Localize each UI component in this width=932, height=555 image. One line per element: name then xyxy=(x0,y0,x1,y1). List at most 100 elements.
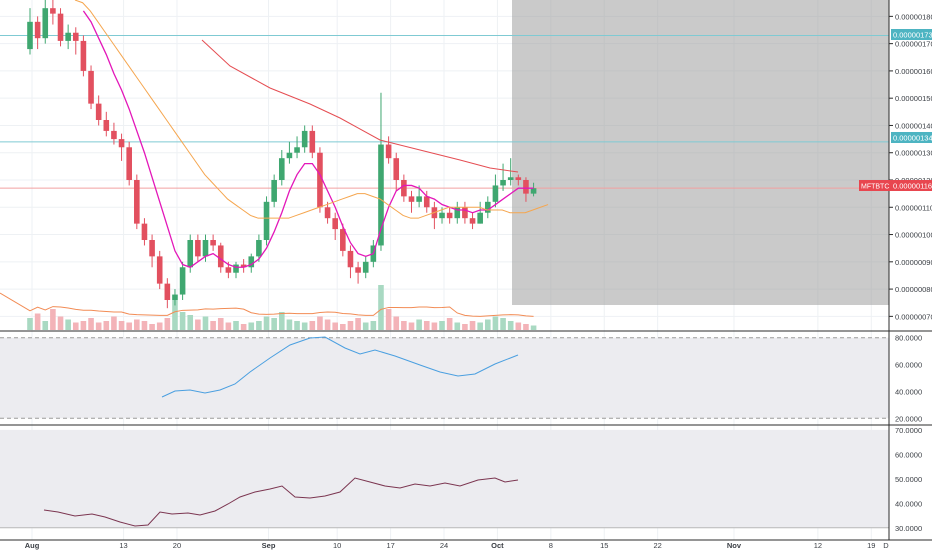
volume-bar-59 xyxy=(477,322,483,330)
level-tag-1: 0.00000173 xyxy=(893,31,932,40)
volume-bar-39 xyxy=(324,319,331,330)
candle-body-62 xyxy=(500,180,506,186)
candle-body-37 xyxy=(309,130,316,153)
candle-body-22 xyxy=(195,240,201,257)
rsi-tick-3: 20.0000 xyxy=(895,414,922,423)
volume-bar-44 xyxy=(362,322,369,330)
volume-bar-46 xyxy=(378,285,384,330)
price-tick-9: 0.00000090 xyxy=(895,258,932,267)
price-tick-11: 0.00000070 xyxy=(895,312,932,321)
moving-averages xyxy=(74,0,549,268)
candle-body-9 xyxy=(95,103,102,120)
symbol-tag: MFTBTC xyxy=(861,184,889,191)
candle-body-14 xyxy=(134,180,140,224)
volume-ma-line xyxy=(0,292,534,317)
adx-line xyxy=(43,477,519,527)
volume-bar-13 xyxy=(126,322,132,330)
time-tick-8: 8 xyxy=(549,541,553,550)
volume-bar-10 xyxy=(103,321,110,330)
candle-body-27 xyxy=(233,264,239,273)
candle-body-0 xyxy=(27,21,33,50)
time-tick-0: Aug xyxy=(25,541,40,550)
candle-body-13 xyxy=(126,147,132,180)
candlestick-series xyxy=(27,0,537,309)
time-tick-3: Sep xyxy=(262,541,276,550)
volume-bar-8 xyxy=(88,318,94,330)
candle-body-54 xyxy=(439,212,445,219)
volume-bar-27 xyxy=(233,321,239,330)
volume-bar-14 xyxy=(134,319,140,330)
candle-body-24 xyxy=(210,240,216,246)
candle-body-5 xyxy=(65,32,71,41)
candle-body-38 xyxy=(317,152,323,208)
candle-body-17 xyxy=(156,256,163,284)
candle-body-11 xyxy=(111,130,117,140)
candle-body-41 xyxy=(340,229,346,251)
candle-body-20 xyxy=(179,267,186,295)
candle-body-47 xyxy=(385,144,392,159)
volume-bar-9 xyxy=(95,322,102,330)
time-tick-6: 24 xyxy=(440,541,448,550)
price-tick-7: 0.00000110 xyxy=(895,203,932,212)
volume-bar-54 xyxy=(439,321,445,330)
time-tick-9: 15 xyxy=(600,541,608,550)
level-tag-2: 0.00000134 xyxy=(893,134,932,143)
candle-body-57 xyxy=(462,207,468,219)
candle-body-31 xyxy=(263,201,270,240)
time-tick-2: 20 xyxy=(173,541,181,550)
volume-bar-34 xyxy=(286,319,293,330)
price-tick-2: 0.00000160 xyxy=(895,67,932,76)
candle-body-46 xyxy=(378,144,384,246)
candle-body-51 xyxy=(416,196,422,202)
volume-bar-62 xyxy=(500,318,506,330)
time-tick-1: 13 xyxy=(119,541,127,550)
candle-body-63 xyxy=(507,177,514,180)
volume-bar-36 xyxy=(301,322,308,330)
volume-bar-55 xyxy=(446,318,453,330)
time-tick-4: 10 xyxy=(333,541,341,550)
adx-tick-4: 30.0000 xyxy=(895,524,922,533)
volume-bar-47 xyxy=(385,309,392,330)
candle-body-26 xyxy=(225,267,232,273)
volume-bar-19 xyxy=(172,300,178,330)
candle-body-29 xyxy=(248,256,255,268)
time-tick-14: D xyxy=(883,541,889,550)
volume-bar-18 xyxy=(164,318,171,330)
candle-body-65 xyxy=(523,180,529,194)
candle-body-15 xyxy=(141,223,148,240)
volume-bar-51 xyxy=(416,319,422,330)
price-tick-3: 0.00000150 xyxy=(895,94,932,103)
ma-slow-line xyxy=(201,39,519,173)
time-tick-12: 12 xyxy=(814,541,822,550)
volume-bar-53 xyxy=(431,322,438,330)
rsi-tick-0: 80.0000 xyxy=(895,334,922,343)
adx-tick-3: 40.0000 xyxy=(895,499,922,508)
time-axis[interactable]: Aug 13 20 Sep 10 17 24 Oct 8 15 22 Nov 12 19 D xyxy=(25,541,890,550)
candle-body-32 xyxy=(271,180,277,202)
candle-body-61 xyxy=(492,185,499,202)
volume-bar-29 xyxy=(248,322,255,330)
volume-bar-50 xyxy=(408,322,415,330)
volume-bar-57 xyxy=(462,324,468,330)
ma-mid-line xyxy=(74,0,549,219)
price-tick-8: 0.00000100 xyxy=(895,231,932,240)
volume-bar-7 xyxy=(80,321,87,330)
volume-bar-32 xyxy=(271,318,277,330)
candle-body-10 xyxy=(103,120,110,131)
volume-bar-30 xyxy=(256,321,262,330)
volume-bar-35 xyxy=(294,321,300,330)
volume-bars xyxy=(0,285,537,330)
volume-bar-0 xyxy=(27,318,33,330)
candle-body-59 xyxy=(477,212,483,224)
candle-body-64 xyxy=(515,177,522,180)
candle-body-2 xyxy=(42,8,49,39)
volume-bar-64 xyxy=(515,322,522,330)
symbol-tag-bg xyxy=(859,180,891,191)
volume-bar-25 xyxy=(217,318,224,330)
candle-body-44 xyxy=(362,261,369,273)
candle-body-4 xyxy=(57,13,64,41)
level-tag-bg-1 xyxy=(891,29,932,40)
volume-bar-60 xyxy=(485,319,491,330)
candle-body-58 xyxy=(469,218,476,224)
